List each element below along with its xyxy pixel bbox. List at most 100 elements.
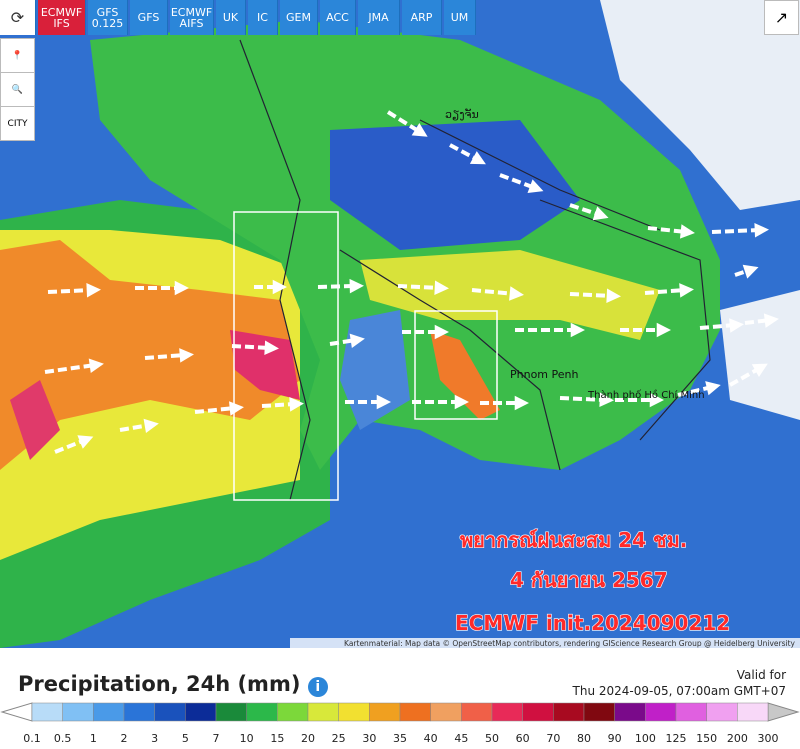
city-label: Phnom Penh [510,368,578,381]
wind-arrow [397,284,441,290]
map: ວຽງຈັນ Phnom Penh Thành phố Hồ Chí Minh … [0,0,800,648]
wind-arrowhead [729,318,744,333]
model-button[interactable]: ARP [402,0,442,35]
legend-tick-label: 10 [240,732,254,745]
wind-arrowhead [592,206,609,221]
wind-arrowhead [272,279,287,295]
legend-swatch [645,702,677,722]
legend-tick-label: 80 [577,732,591,745]
city-toggle[interactable]: CITY [0,106,35,141]
legend-tick-label: 125 [666,732,687,745]
legend-tick-label: 70 [546,732,560,745]
model-button[interactable]: UK [216,0,246,35]
legend-tick-label: 1 [90,732,97,745]
legend-swatch [123,702,155,722]
share-button[interactable]: ↗ [764,0,799,35]
wind-arrow [144,353,186,360]
legend-tick-label: 100 [635,732,656,745]
wind-arrow [386,110,422,134]
zoom-button[interactable]: 🔍 [0,72,35,107]
legend-tick-label: 30 [362,732,376,745]
legend-swatch [62,702,94,722]
wind-arrowhead [606,288,621,304]
legend-tick-label: 7 [213,732,220,745]
border [239,39,711,501]
rain-area [10,380,60,460]
legend-tick-label: 0.1 [23,732,41,745]
attribution-bg [290,638,800,648]
wind-arrowhead [77,435,94,449]
wind-arrow [44,363,96,374]
legend-end [767,702,800,722]
legend-swatch [369,702,401,722]
model-button[interactable]: IC [248,0,278,35]
wind-arrowhead [88,358,104,373]
wind-arrow [317,284,356,289]
legend-swatch [706,702,738,722]
rain-area [330,120,580,250]
wind-arrowhead [514,395,529,411]
wind-arrow [677,385,713,397]
wind-arrowhead [705,381,721,396]
wind-arrow [644,288,686,295]
model-button[interactable]: UM [444,0,476,35]
wind-arrowhead [289,397,304,412]
overlay-init: ECMWF init.2024090212 [455,611,730,635]
legend-tick-label: 0.5 [54,732,72,745]
wind-arrowhead [376,394,391,410]
legend-swatch [522,702,554,722]
wind-arrow [119,423,151,432]
model-button[interactable]: ECMWF IFS [38,0,86,35]
legend-swatch [491,702,523,722]
wind-arrowhead [570,322,585,338]
model-button[interactable]: JMA [358,0,400,35]
attribution: Kartenmaterial: Map data © OpenStreetMap… [344,639,796,648]
wind-arrowhead [754,222,769,238]
refresh-button[interactable]: ⟳ [0,0,36,35]
color-scale: 0.1 0.5 1 2 3 5 7 10 15 20 25 30 35 40 45 50 60 70 80 90 100… [0,702,800,745]
wind-arrow [261,402,296,408]
legend-swatch [737,702,769,722]
legend-swatch [215,702,247,722]
legend-title: Precipitation, 24h (mm) i [18,672,328,697]
legend-swatch [675,702,707,722]
legend-swatch [614,702,646,722]
legend-tick-label: 60 [516,732,530,745]
wind-arrow [711,228,761,234]
wind-arrowhead [174,280,189,296]
wind-arrow [54,438,86,454]
model-button[interactable]: GFS [130,0,168,35]
highlight-box [233,211,339,501]
wind-arrow [231,344,271,350]
wind-arrow [647,226,687,234]
rain-area [430,330,500,420]
legend-swatch [31,702,63,722]
cloud-free [720,290,800,420]
legend-tick-label: 2 [121,732,128,745]
wind-arrowhead [679,283,694,298]
highlight-box [414,310,498,420]
wind-arrowhead [509,286,524,301]
location-button[interactable]: 📍 [0,38,35,73]
legend-tick-label: 90 [608,732,622,745]
model-button[interactable]: ECMWF AIFS [170,0,214,35]
wind-arrowhead [264,340,279,355]
city-label: ວຽງຈັນ [445,108,479,121]
model-button[interactable]: GFS 0.125 [88,0,128,35]
wind-arrowhead [649,392,664,408]
overlay-title: พยากรณ์ฝนสะสม 24 ชม. [460,528,687,552]
wind-arrowhead [434,280,449,296]
wind-arrow [471,288,516,296]
model-button[interactable]: GEM [280,0,318,35]
wind-arrowhead [599,392,614,408]
model-button[interactable]: ACC [320,0,356,35]
wind-arrow [569,292,613,298]
info-button[interactable]: i [307,677,328,697]
legend-tick-label: 5 [182,732,189,745]
wind-arrowhead [229,401,244,416]
legend-swatch [583,702,615,722]
wind-arrowhead [179,348,194,363]
wind-arrowhead [679,224,695,239]
legend-tick-label: 25 [332,732,346,745]
legend-swatch [277,702,309,722]
